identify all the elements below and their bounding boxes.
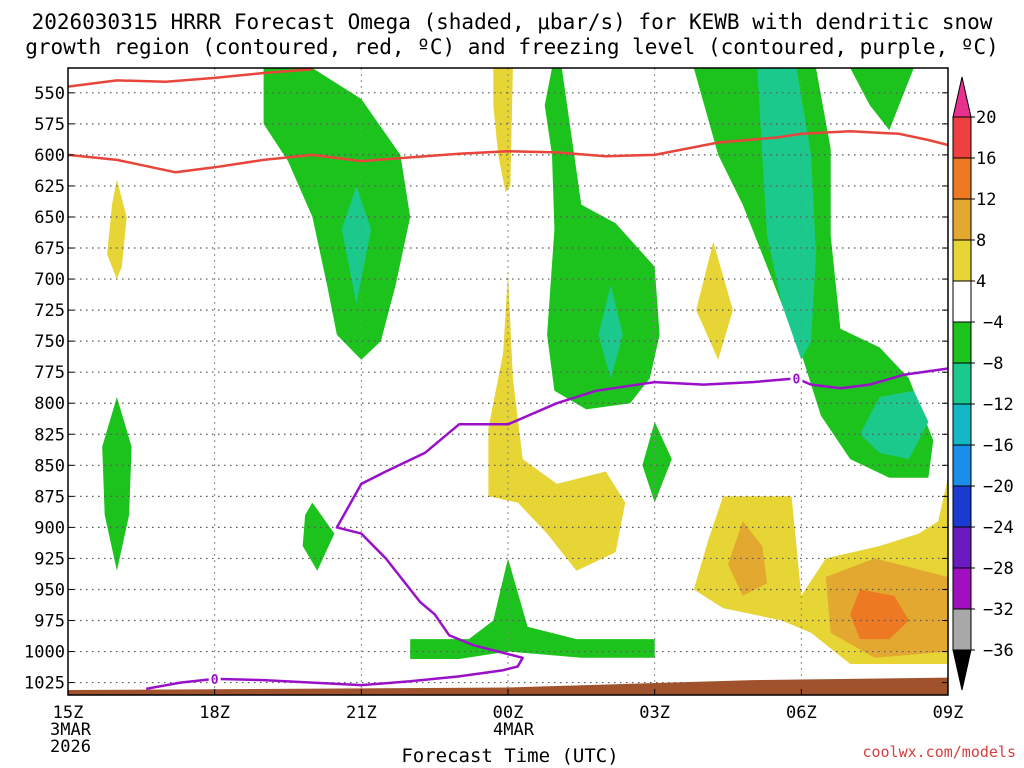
colorbar-swatch [952,608,972,651]
colorbar-level-label: −28 [983,559,1014,579]
y-tick-label: 875 [34,487,65,507]
omega-region-upper-green-cell [263,68,411,360]
y-tick-label: 1000 [24,643,65,663]
colorbar-level-label: 12 [976,190,996,210]
colorbar-swatch [952,321,972,364]
contour-label-freezing-level: 0 [211,673,219,688]
y-tick-label: 775 [34,363,65,383]
ground-layer [68,677,948,695]
colorbar-level-label: −24 [983,518,1014,538]
colorbar-level-label: −20 [983,477,1014,497]
y-tick-label: 750 [34,332,65,352]
omega-region-yellow-column-00Z [493,68,513,193]
colorbar-swatch [952,362,972,405]
x-tick-sublabel: 2026 [50,737,91,757]
colorbar-swatch [952,403,972,446]
colorbar-bottom-arrow [952,649,972,691]
omega-region-orange-cell-04Z [728,521,768,596]
x-tick-label: 15Z [53,703,84,723]
y-tick-label: 1025 [24,674,65,694]
colorbar-swatch [952,444,972,487]
plot-area: 00 [68,68,948,695]
colorbar-level-label: −32 [983,600,1014,620]
x-tick-sublabel: 3MAR [50,720,92,740]
x-tick-label: 18Z [199,703,230,723]
colorbar-top-arrow [952,76,972,118]
y-tick-label: 950 [34,580,65,600]
omega-region-green-bottom-strip [410,558,655,659]
x-axis-label: Forecast Time (UTC) [401,745,618,767]
contour-dendritic-growth-upper [68,68,313,88]
x-tick-label: 06Z [786,703,817,723]
omega-region-green-small-cell-21Z [302,502,335,571]
y-tick-label: 850 [34,456,65,476]
colorbar-level-label: −36 [983,641,1014,661]
contour-label-bg [208,670,221,686]
colorbar-level-label: −4 [983,313,1003,333]
omega-region-green-cell-top-right [850,68,914,131]
colorbar-swatch [952,280,972,323]
omega-region-green-column-01Z [544,68,660,410]
y-tick-label: 925 [34,549,65,569]
x-tick-label: 21Z [346,703,377,723]
contour-freezing-level [145,367,948,691]
colorbar-level-label: −16 [983,436,1014,456]
y-tick-label: 725 [34,301,65,321]
omega-region-teal-core-08Z [860,390,929,460]
colorbar-level-label: −8 [983,354,1003,374]
colorbar-swatch [952,567,972,610]
contour-dendritic-growth-lower [68,130,948,174]
omega-region-yellow-small-cell-04Z [696,241,733,360]
x-tick-label: 00Z [493,703,524,723]
omega-region-yellow-left-blob [107,179,127,280]
colorbar-level-label: 16 [976,149,996,169]
y-tick-label: 800 [34,394,65,414]
contour-label-bg [790,370,803,386]
omega-region-green-left-blob [102,397,132,571]
chart-title-line-2: growth region (contoured, red, ºC) and f… [25,35,999,59]
colorbar-level-label: −12 [983,395,1014,415]
omega-shading-layer [102,68,948,664]
omega-region-green-small-cell-03Z [642,421,672,503]
y-tick-label: 550 [34,84,65,104]
credit-text: coolwx.com/models [862,743,1016,761]
y-tick-label: 650 [34,208,65,228]
x-tick-sublabel: 4MAR [493,720,535,740]
colorbar-legend: 20 16 12 8 4 −4 −8 −12 −16 −20 −24 −28 −32 −36 [952,76,1014,691]
y-tick-label: 900 [34,518,65,538]
surface-ground [68,677,948,695]
omega-region-teal-core-02Z [598,285,623,379]
omega-region-dark-orange-core-07Z [850,589,909,640]
y-tick-label: 600 [34,146,65,166]
contour-label-freezing-level: 0 [793,372,801,387]
colorbar-swatch [952,198,972,241]
chart-title-line-1: 2026030315 HRRR Forecast Omega (shaded, … [32,10,993,34]
x-tick-label: 03Z [639,703,670,723]
colorbar-swatch [952,526,972,569]
y-tick-label: 625 [34,177,65,197]
contour-layer: 00 [68,68,948,691]
colorbar-swatch [952,157,972,200]
colorbar-level-label: 8 [976,231,986,251]
y-tick-label: 975 [34,612,65,632]
colorbar-swatch [952,116,972,159]
colorbar-level-label: 4 [976,272,986,292]
y-tick-label: 675 [34,239,65,259]
colorbar-level-label: 20 [976,108,996,128]
colorbar-swatch [952,485,972,528]
x-tick-label: 09Z [933,703,964,723]
y-tick-label: 700 [34,270,65,290]
y-tick-label: 575 [34,115,65,135]
colorbar-swatch [952,239,972,282]
omega-region-upper-teal-core [341,186,372,304]
y-tick-label: 825 [34,425,65,445]
y-axis: 550 575 600 625 650 675 700 725 750 775 800 825 850 8… [24,84,948,694]
